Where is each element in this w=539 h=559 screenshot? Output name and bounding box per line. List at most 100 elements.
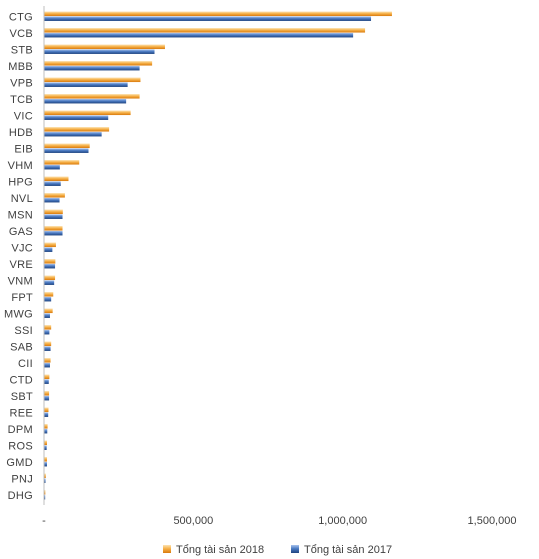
bar-2017 [44, 296, 52, 302]
bar-2017 [44, 412, 49, 417]
bar-2018 [44, 473, 46, 479]
bar-2018 [44, 407, 49, 413]
category-label: VPB [10, 77, 33, 89]
bar-2017 [44, 346, 51, 351]
x-tick-label: 500,000 [173, 515, 213, 527]
bar-2017 [44, 461, 47, 467]
category-label: VNM [8, 275, 33, 287]
bar-2017 [44, 32, 354, 38]
category-label: CTD [9, 374, 33, 386]
category-label: HDB [9, 127, 33, 139]
category-label: MWG [4, 308, 33, 320]
bar-2017 [44, 313, 50, 318]
category-label: ROS [8, 440, 33, 452]
category-label: CII [18, 358, 33, 370]
x-tick-label: - [42, 515, 46, 527]
bar-2017 [44, 445, 47, 450]
bar-2018 [44, 391, 50, 396]
bar-2017 [44, 280, 55, 285]
category-label: VJC [11, 242, 33, 254]
bar-2017 [44, 65, 140, 71]
legend: Tổng tài sản 2018 Tổng tài sản 2017 [163, 544, 392, 556]
category-label: EIB [14, 143, 33, 155]
bar-2018 [44, 77, 141, 83]
bar-2018 [44, 226, 63, 231]
bar-2018 [44, 61, 153, 66]
x-tick-label: 1,000,000 [318, 515, 367, 527]
category-label: REE [9, 407, 33, 419]
bar-2018 [44, 490, 46, 495]
bar-2018 [44, 193, 65, 198]
category-label: FPT [11, 292, 33, 304]
bar-2017 [44, 181, 61, 186]
bar-2018 [44, 127, 110, 132]
bar-2017 [44, 16, 372, 21]
bar-2018 [44, 44, 165, 50]
bar-2017 [44, 164, 60, 170]
category-label: VHM [8, 160, 33, 172]
legend-swatch-2018 [163, 545, 171, 553]
category-label: SAB [10, 341, 33, 353]
category-label: VIC [14, 110, 33, 122]
bar-2018 [44, 424, 48, 429]
category-label: GAS [9, 226, 33, 238]
x-tick-label: 1,500,000 [468, 515, 517, 527]
bar-2018 [44, 440, 47, 446]
bar-2018 [44, 94, 140, 99]
category-label: GMD [6, 457, 33, 469]
category-label: VCB [9, 28, 33, 40]
category-label: CTG [9, 11, 33, 23]
bar-2017 [44, 82, 128, 87]
bar-2018 [44, 292, 54, 297]
bar-2018 [44, 110, 131, 116]
bar-2017 [44, 478, 46, 483]
category-label: DHG [8, 490, 33, 502]
bar-2018 [44, 275, 56, 281]
category-label: NVL [11, 193, 33, 205]
category-label: HPG [8, 176, 33, 188]
legend-item-2018: Tổng tài sản 2018 [163, 544, 264, 556]
legend-swatch-2017 [291, 545, 299, 553]
bar-2017 [44, 230, 63, 236]
category-label: SBT [11, 391, 33, 403]
bar-2017 [44, 131, 102, 137]
legend-label-2018: Tổng tài sản 2018 [176, 544, 264, 556]
bar-2017 [44, 494, 46, 500]
bar-2018 [44, 358, 51, 363]
category-label: PNJ [11, 473, 33, 485]
legend-item-2017: Tổng tài sản 2017 [291, 544, 392, 556]
bar-2017 [44, 379, 49, 384]
category-label: DPM [8, 424, 33, 436]
bar-2018 [44, 160, 80, 165]
bar-2017 [44, 197, 60, 203]
bar-2018 [44, 176, 69, 182]
bar-2018 [44, 259, 56, 264]
bar-2018 [44, 209, 63, 215]
bar-2018 [44, 341, 52, 347]
bar-2017 [44, 428, 48, 434]
legend-label-2017: Tổng tài sản 2017 [304, 544, 392, 556]
bar-2018 [44, 308, 53, 314]
bar-2018 [44, 242, 56, 248]
bar-2017 [44, 329, 50, 335]
bar-2017 [44, 115, 109, 120]
category-label: TCB [10, 94, 33, 106]
bar-2017 [44, 214, 63, 219]
category-label: MSN [8, 209, 33, 221]
bar-2017 [44, 98, 127, 104]
category-label: STB [11, 44, 33, 56]
category-label: MBB [8, 61, 33, 73]
bar-2017 [44, 148, 89, 153]
bar-2018 [44, 143, 90, 149]
bar-2017 [44, 247, 53, 252]
plot-area: - 500,000 1,000,000 1,500,000 CTG VCB STB MBB VP… [4, 6, 516, 527]
bar-2018 [44, 11, 392, 17]
category-label: SSI [14, 325, 33, 337]
bar-2017 [44, 49, 155, 54]
bar-2017 [44, 263, 56, 269]
bar-2018 [44, 28, 366, 33]
bar-2017 [44, 395, 50, 401]
bar-2018 [44, 325, 52, 330]
bar-2017 [44, 362, 50, 368]
